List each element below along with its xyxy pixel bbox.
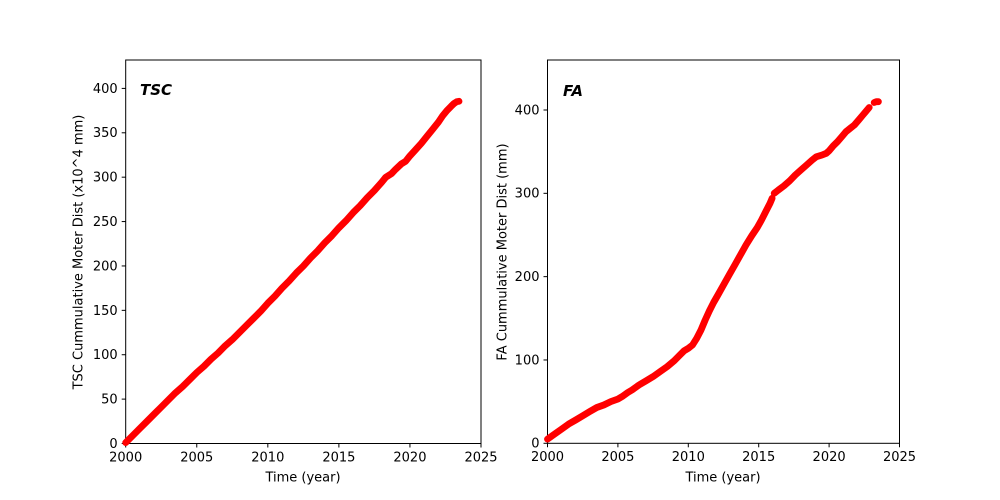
tsc-x-axis-label: Time (year): [265, 470, 341, 486]
y-tick-label: 300: [515, 187, 540, 202]
tsc-data-curve: [122, 97, 463, 447]
x-tick-label: 2000: [109, 450, 142, 465]
x-tick-label: 2005: [601, 450, 634, 465]
fa-plot-frame: [547, 59, 900, 444]
y-tick-label: 100: [515, 353, 540, 368]
x-tick-label: 2020: [813, 450, 846, 465]
fa-x-axis-label: Time (year): [685, 470, 761, 486]
fa-panel-title: FA: [563, 82, 583, 100]
y-tick-label: 400: [515, 103, 540, 118]
x-tick-label: 2015: [742, 450, 775, 465]
x-tick-label: 2010: [672, 450, 705, 465]
fa-data-curve: [770, 104, 873, 197]
tsc-plot-frame: [125, 59, 482, 444]
y-tick-label: 0: [109, 437, 117, 452]
y-tick-label: 100: [93, 348, 118, 363]
y-tick-label: 250: [93, 215, 118, 230]
y-tick-label: 400: [93, 82, 118, 97]
x-tick-label: 2025: [464, 450, 497, 465]
y-tick-label: 200: [93, 259, 118, 274]
x-tick-label: 2025: [883, 450, 916, 465]
y-tick-label: 350: [93, 126, 118, 141]
tsc-panel-title: TSC: [140, 81, 173, 99]
x-tick-label: 2000: [531, 450, 564, 465]
fa-data-curve: [544, 194, 776, 443]
y-tick-label: 200: [515, 270, 540, 285]
x-tick-label: 2010: [251, 450, 284, 465]
x-tick-label: 2015: [322, 450, 355, 465]
tsc-y-axis-label: TSC Cummulative Moter Dist (x10^4 mm): [71, 114, 87, 390]
fa-data-curve: [870, 98, 882, 106]
y-tick-label: 300: [93, 171, 118, 186]
fa-y-axis-label: FA Cummulative Moter Dist (mm): [495, 143, 511, 361]
y-tick-label: 0: [531, 437, 539, 452]
y-tick-label: 50: [101, 393, 118, 408]
x-tick-label: 2020: [393, 450, 426, 465]
y-tick-label: 150: [93, 304, 118, 319]
x-tick-label: 2005: [180, 450, 213, 465]
